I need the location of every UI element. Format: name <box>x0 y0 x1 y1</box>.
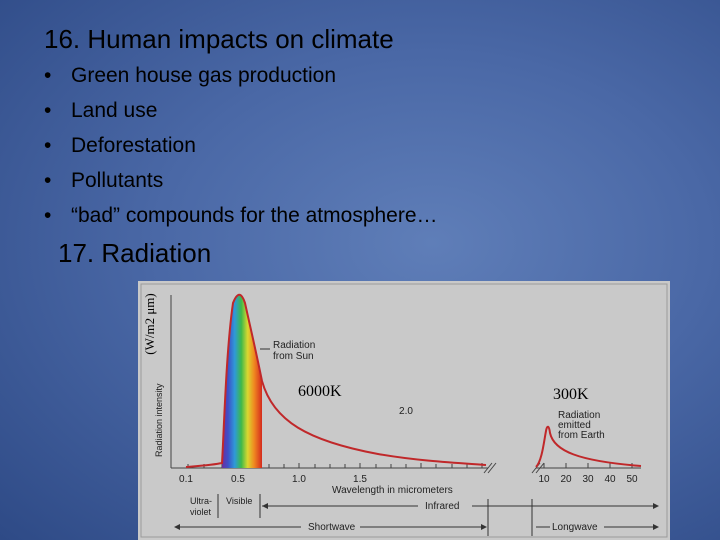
bullet-text: “bad” compounds for the atmosphere… <box>71 204 438 227</box>
earth-temperature-label: 300K <box>553 386 589 403</box>
tick-label: 0.1 <box>179 474 193 485</box>
panel-border <box>140 283 668 538</box>
tick-label: 10 <box>538 474 550 485</box>
band-label-shortwave: Shortwave <box>308 522 356 533</box>
axis-break-mark <box>483 462 493 474</box>
band-label-ultraviolet-1: Ultra- <box>190 496 212 506</box>
tick-label: 2.0 <box>399 406 413 417</box>
tick-label: 20 <box>560 474 572 485</box>
longwave-arrowhead <box>653 524 659 530</box>
bullet-item: • Deforestation <box>44 132 438 167</box>
earth-radiation-curve <box>535 425 642 468</box>
earth-label-line2: emitted <box>558 420 591 431</box>
radiation-figure: Radiation from Sun Radiation emitted fro… <box>138 281 670 540</box>
bullet-text: Land use <box>71 99 158 122</box>
tick-label: 50 <box>626 474 638 485</box>
band-label-ultraviolet-2: violet <box>190 507 212 517</box>
shortwave-arrowhead <box>174 524 180 530</box>
sun-radiation-curve <box>185 293 487 468</box>
bullet-dot: • <box>44 134 52 157</box>
earth-label-line1: Radiation <box>558 410 600 421</box>
bullet-text: Deforestation <box>71 134 196 157</box>
band-label-infrared: Infrared <box>425 501 459 512</box>
sun-temperature-label: 6000K <box>298 383 342 400</box>
earth-label-line3: from Earth <box>558 430 605 441</box>
x-axis-label: Wavelength in micrometers <box>332 485 453 496</box>
handwritten-y-unit-text: (W/m2 μm) <box>142 293 157 355</box>
shortwave-arrowhead-right <box>481 524 487 530</box>
slide-title: 16. Human impacts on climate <box>44 24 394 54</box>
minor-ticks <box>187 463 633 468</box>
bullet-dot: • <box>44 204 52 227</box>
bullet-item: • Green house gas production <box>44 62 438 97</box>
bullet-item: • Land use <box>44 97 438 132</box>
handwritten-y-unit: (W/m2 μm) <box>140 286 160 362</box>
axis-break-mark <box>535 462 545 474</box>
tick-label: 30 <box>582 474 594 485</box>
bullet-item: • “bad” compounds for the atmosphere… <box>44 202 438 237</box>
sun-label-line2: from Sun <box>273 351 314 362</box>
infrared-arrowhead-right <box>653 503 659 509</box>
band-label-longwave: Longwave <box>552 522 598 533</box>
tick-label: 40 <box>604 474 616 485</box>
tick-label: 0.5 <box>231 474 245 485</box>
bullet-dot: • <box>44 64 52 87</box>
axis-break-mark <box>487 462 497 474</box>
tick-label: 1.0 <box>292 474 306 485</box>
band-label-visible: Visible <box>226 496 252 506</box>
bullet-text: Pollutants <box>71 169 164 192</box>
y-axis-label: Radiation intensity <box>154 383 164 457</box>
radiation-spectrum-diagram: Radiation from Sun Radiation emitted fro… <box>138 281 670 540</box>
infrared-arrowhead-left <box>262 503 268 509</box>
sun-label-line1: Radiation <box>273 340 315 351</box>
tick-label: 1.5 <box>353 474 367 485</box>
bullet-text: Green house gas production <box>71 64 337 87</box>
bullet-item: • Pollutants <box>44 167 438 202</box>
bullet-list: • Green house gas production • Land use • D… <box>44 62 438 237</box>
section-subtitle: 17. Radiation <box>58 238 212 268</box>
bullet-dot: • <box>44 99 52 122</box>
bullet-dot: • <box>44 169 52 192</box>
